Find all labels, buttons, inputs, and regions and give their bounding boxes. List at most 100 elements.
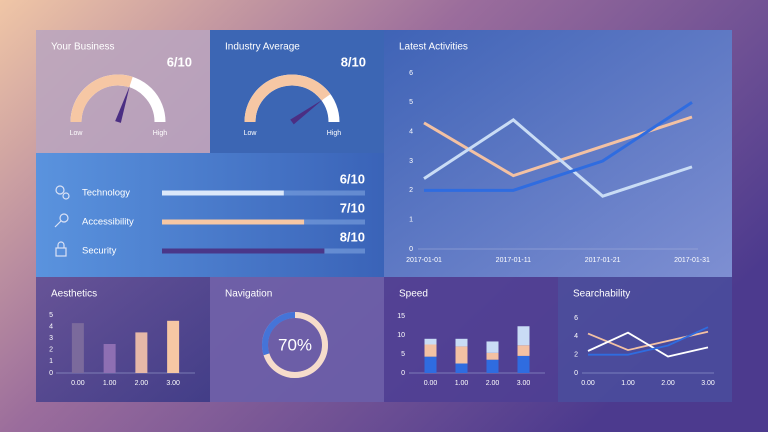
icon-lock — [55, 247, 67, 257]
donut-value-label: 70% — [278, 335, 312, 354]
y-tick-label: 5 — [49, 312, 53, 319]
range-label: Low — [70, 130, 84, 137]
bar-segment — [486, 341, 499, 353]
panel-title: Industry Average — [225, 42, 300, 53]
panel — [36, 277, 210, 402]
range-label: High — [327, 130, 342, 137]
panel — [210, 277, 384, 402]
x-tick-label: 0.00 — [424, 380, 438, 387]
panel-title: Searchability — [573, 289, 630, 300]
range-label: High — [153, 130, 168, 137]
line — [587, 331, 709, 358]
bar-segment — [424, 338, 437, 345]
panel — [36, 153, 384, 277]
y-tick-label: 5 — [401, 351, 405, 358]
y-tick-label: 2 — [49, 347, 53, 354]
icon-gear — [55, 185, 65, 195]
y-tick-label: 3 — [409, 158, 413, 165]
y-tick-label: 1 — [409, 217, 413, 224]
x-tick-label: 2017-01-31 — [674, 257, 710, 264]
y-tick-label: 5 — [409, 99, 413, 106]
category-label: Security — [82, 246, 117, 257]
icon-key — [54, 220, 62, 228]
category-label: Technology — [82, 188, 130, 199]
x-tick-label: 2.00 — [661, 380, 675, 387]
gauge-value — [244, 74, 331, 123]
value-label: 6/10 — [340, 171, 365, 186]
line — [588, 326, 709, 356]
bar — [135, 332, 148, 373]
icon-key — [59, 213, 69, 223]
panel-title: Your Business — [51, 42, 115, 53]
y-tick-label: 15 — [397, 313, 405, 320]
panel-title: Navigation — [225, 289, 272, 300]
bar-segment — [517, 355, 530, 373]
x-tick-label: 3.00 — [701, 380, 715, 387]
bar — [103, 344, 116, 373]
panel — [384, 30, 732, 277]
x-tick-label: 3.00 — [166, 380, 180, 387]
x-tick-label: 1.00 — [455, 380, 469, 387]
donut-accent — [262, 312, 296, 356]
y-tick-label: 2 — [574, 352, 578, 359]
bar-segment — [424, 344, 437, 357]
bar-segment — [424, 356, 437, 373]
bar-segment — [486, 352, 499, 360]
bar-segment — [455, 363, 468, 373]
value-label: 8/10 — [340, 229, 365, 244]
y-tick-label: 6 — [574, 315, 578, 322]
y-tick-label: 4 — [409, 129, 413, 136]
gauge-value — [70, 74, 133, 123]
x-tick-label: 0.00 — [71, 380, 85, 387]
x-tick-label: 1.00 — [103, 380, 117, 387]
bar-segment — [486, 359, 499, 373]
bar — [167, 320, 180, 373]
x-tick-label: 2017-01-01 — [406, 257, 442, 264]
bar — [162, 190, 284, 196]
panel — [36, 30, 210, 153]
y-tick-label: 1 — [49, 358, 53, 365]
y-tick-label: 4 — [49, 323, 53, 330]
range-label: Low — [244, 130, 258, 137]
y-tick-label: 6 — [409, 70, 413, 77]
panel-title: Latest Activities — [399, 42, 468, 53]
line — [424, 101, 693, 192]
line — [423, 118, 693, 198]
gauge-needle — [115, 85, 130, 123]
gauge-value-label: 6/10 — [167, 54, 192, 69]
y-tick-label: 10 — [397, 332, 405, 339]
x-tick-label: 3.00 — [517, 380, 531, 387]
donut-value — [263, 312, 328, 378]
x-tick-label: 2017-01-21 — [585, 257, 621, 264]
x-tick-label: 2.00 — [486, 380, 500, 387]
x-tick-label: 0.00 — [581, 380, 595, 387]
value-label: 7/10 — [340, 200, 365, 215]
panel-title: Speed — [399, 289, 428, 300]
gauge-value-label: 8/10 — [341, 54, 366, 69]
bar — [71, 323, 84, 373]
bar-segment — [455, 346, 468, 364]
icons — [54, 185, 70, 257]
gauge-needle — [290, 99, 323, 125]
x-tick-label: 2017-01-11 — [496, 257, 531, 264]
y-tick-label: 0 — [49, 370, 53, 377]
bar-segment — [455, 338, 468, 347]
bar — [162, 248, 325, 254]
x-tick-label: 1.00 — [621, 380, 635, 387]
y-tick-label: 0 — [409, 246, 413, 253]
y-tick-label: 4 — [574, 333, 578, 340]
x-tick-label: 2.00 — [135, 380, 149, 387]
category-label: Accessibility — [82, 217, 134, 228]
icon-lock — [57, 241, 65, 248]
y-tick-label: 2 — [409, 187, 413, 194]
bar — [162, 219, 305, 225]
panel-title: Aesthetics — [51, 289, 97, 300]
y-tick-label: 3 — [49, 335, 53, 342]
panel — [558, 277, 732, 402]
panel — [210, 30, 384, 153]
y-tick-label: 0 — [574, 370, 578, 377]
y-tick-label: 0 — [401, 370, 405, 377]
bar-segment — [517, 345, 530, 356]
